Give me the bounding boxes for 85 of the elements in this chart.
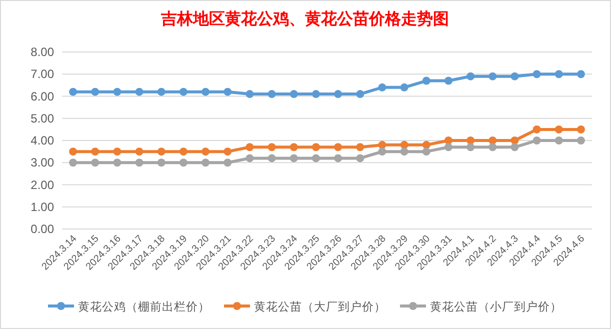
point: [135, 88, 144, 96]
y-tick-label: 6.00: [30, 89, 54, 104]
point: [554, 70, 563, 78]
y-tick-label: 7.00: [30, 67, 54, 82]
point: [157, 148, 166, 156]
point: [224, 148, 232, 156]
point: [576, 125, 585, 134]
y-tick-label: 2.00: [30, 178, 54, 192]
point: [69, 158, 78, 167]
point: [202, 148, 210, 156]
point: [69, 88, 78, 96]
point: [400, 140, 408, 149]
point: [378, 148, 386, 156]
point: [246, 154, 254, 162]
point: [268, 154, 276, 162]
point: [334, 154, 342, 162]
point: [510, 143, 519, 152]
point: [312, 90, 320, 98]
point: [422, 76, 430, 85]
point: [157, 158, 166, 167]
point: [113, 148, 122, 156]
point: [312, 143, 320, 152]
point: [488, 136, 497, 144]
point: [312, 154, 320, 162]
point: [91, 88, 100, 96]
point: [422, 140, 430, 149]
legend-label: 黄花公鸡（棚前出栏价）: [78, 300, 210, 314]
point: [268, 143, 276, 152]
y-tick-label: 8.00: [30, 45, 54, 59]
y-tick-label: 3.00: [30, 156, 54, 170]
point: [356, 154, 364, 162]
point: [334, 90, 342, 98]
point: [488, 72, 497, 80]
point: [135, 148, 144, 156]
point: [466, 143, 475, 152]
y-tick-label: 1.00: [30, 200, 54, 214]
point: [510, 136, 519, 144]
point: [422, 148, 430, 156]
point: [356, 90, 364, 98]
legend-label: 黄花公苗（大厂到户价）: [254, 300, 386, 314]
point: [378, 83, 386, 92]
point: [532, 125, 541, 134]
point: [400, 148, 408, 156]
point: [554, 136, 563, 144]
legend-label: 黄花公苗（小厂到户价）: [430, 300, 562, 314]
point: [444, 136, 452, 144]
point: [576, 136, 585, 144]
point: [510, 72, 519, 80]
point: [157, 88, 166, 96]
point: [246, 143, 254, 152]
point: [91, 158, 100, 167]
point: [246, 90, 254, 98]
point: [179, 88, 188, 96]
point: [334, 143, 342, 152]
point: [532, 136, 541, 144]
point: [290, 143, 298, 152]
y-tick-label: 4.00: [30, 134, 54, 148]
point: [400, 83, 408, 92]
point: [135, 158, 144, 167]
y-tick-label: 5.00: [30, 111, 54, 126]
point: [290, 154, 298, 162]
point: [179, 158, 188, 167]
point: [378, 140, 386, 149]
point: [202, 88, 210, 96]
point: [268, 90, 276, 98]
point: [224, 158, 232, 167]
point: [444, 143, 452, 152]
point: [224, 88, 232, 96]
point: [69, 148, 78, 156]
chart-title: 吉林地区黄花公鸡、黄花公苗价格走势图: [160, 9, 449, 28]
point: [113, 88, 122, 96]
point: [356, 143, 364, 152]
point: [576, 70, 585, 78]
point: [532, 70, 541, 78]
point: [113, 158, 122, 167]
point: [202, 158, 210, 167]
point: [466, 72, 475, 80]
point: [91, 148, 100, 156]
y-tick-label: 0.00: [30, 222, 54, 236]
point: [179, 148, 188, 156]
point: [290, 90, 298, 98]
point: [488, 143, 497, 152]
point: [466, 136, 475, 144]
point: [554, 125, 563, 134]
point: [444, 76, 452, 85]
